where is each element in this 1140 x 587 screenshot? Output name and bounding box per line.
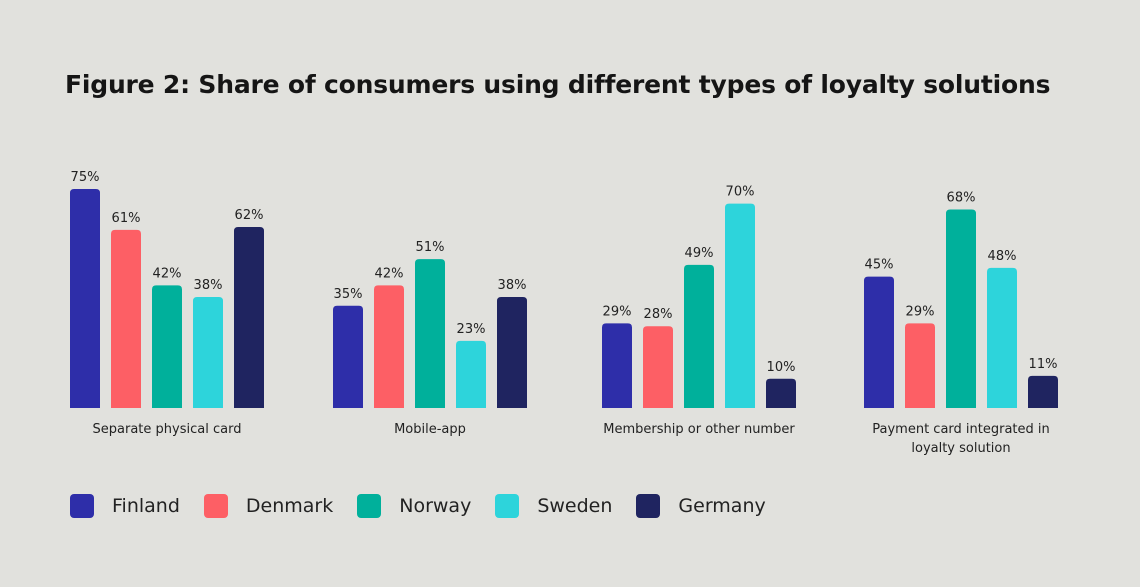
data-label-germany-separate-physical-card: 62% xyxy=(235,208,264,223)
legend-label-norway: Norway xyxy=(399,495,472,517)
data-label-germany-membership-or-other-number: 10% xyxy=(767,360,796,375)
bar-finland-membership-or-other-number xyxy=(602,323,632,408)
data-label-finland-payment-card-integrated-in-loyalty-solution: 45% xyxy=(865,258,894,273)
bar-sweden-membership-or-other-number xyxy=(725,203,755,408)
category-label-separate-physical-card: Separate physical card xyxy=(93,422,242,437)
legend-swatch-denmark xyxy=(203,494,228,518)
bar-norway-separate-physical-card xyxy=(152,285,182,408)
data-label-finland-separate-physical-card: 75% xyxy=(71,170,100,185)
bar-sweden-mobile-app xyxy=(456,340,486,408)
legend-label-sweden: Sweden xyxy=(537,495,613,517)
bar-denmark-separate-physical-card xyxy=(111,229,141,408)
data-label-sweden-mobile-app: 23% xyxy=(457,322,486,337)
bar-group-membership-or-other-number xyxy=(602,203,796,408)
bar-group-payment-card-integrated-in-loyalty-solution xyxy=(864,209,1058,408)
chart-title: Figure 2: Share of consumers using diffe… xyxy=(65,70,1051,99)
bar-group-separate-physical-card xyxy=(70,189,264,408)
data-label-finland-membership-or-other-number: 29% xyxy=(603,304,632,319)
bar-finland-mobile-app xyxy=(333,305,363,408)
legend-swatch-sweden xyxy=(495,494,520,518)
data-label-norway-payment-card-integrated-in-loyalty-solution: 68% xyxy=(947,190,976,205)
data-label-sweden-separate-physical-card: 38% xyxy=(194,278,223,293)
category-label-payment-card-integrated-in-loyalty-solution: Payment card integrated in xyxy=(872,422,1050,437)
bar-sweden-separate-physical-card xyxy=(193,297,223,408)
bar-norway-membership-or-other-number xyxy=(684,264,714,408)
legend-swatch-germany xyxy=(636,494,661,518)
bar-germany-membership-or-other-number xyxy=(766,378,796,408)
legend-item-finland: Finland xyxy=(70,494,180,518)
data-label-germany-mobile-app: 38% xyxy=(498,278,527,293)
bar-group-mobile-app xyxy=(333,259,527,408)
data-label-sweden-payment-card-integrated-in-loyalty-solution: 48% xyxy=(988,249,1017,264)
category-label-payment-card-integrated-in-loyalty-solution-line2: loyalty solution xyxy=(911,441,1010,456)
data-label-norway-mobile-app: 51% xyxy=(416,240,445,255)
bar-denmark-payment-card-integrated-in-loyalty-solution xyxy=(905,323,935,408)
legend-label-finland: Finland xyxy=(112,495,180,517)
legend-label-germany: Germany xyxy=(678,495,766,517)
legend-item-germany: Germany xyxy=(636,494,766,518)
category-label-membership-or-other-number: Membership or other number xyxy=(603,422,795,437)
bar-chart: 75% 61% 42% 38% 62% Separate physical card 35%… xyxy=(70,170,1058,456)
legend-label-denmark: Denmark xyxy=(245,495,334,517)
bar-finland-payment-card-integrated-in-loyalty-solution xyxy=(864,276,894,408)
data-label-germany-payment-card-integrated-in-loyalty-solution: 11% xyxy=(1029,357,1058,372)
data-label-norway-separate-physical-card: 42% xyxy=(153,266,182,281)
bar-sweden-payment-card-integrated-in-loyalty-solution xyxy=(987,267,1017,408)
data-label-norway-membership-or-other-number: 49% xyxy=(685,246,714,261)
legend-swatch-finland xyxy=(70,494,94,518)
data-label-sweden-membership-or-other-number: 70% xyxy=(726,185,755,200)
data-label-denmark-membership-or-other-number: 28% xyxy=(644,307,673,322)
legend-item-denmark: Denmark xyxy=(203,494,334,518)
data-label-denmark-payment-card-integrated-in-loyalty-solution: 29% xyxy=(906,304,935,319)
chart-legend: Finland Denmark Norway Sweden Germany xyxy=(70,494,790,518)
data-label-finland-mobile-app: 35% xyxy=(334,287,363,302)
legend-item-norway: Norway xyxy=(357,494,471,518)
bar-germany-separate-physical-card xyxy=(234,226,264,408)
bar-finland-separate-physical-card xyxy=(70,189,100,408)
bar-denmark-membership-or-other-number xyxy=(643,326,673,408)
bar-norway-mobile-app xyxy=(415,259,445,408)
bar-germany-payment-card-integrated-in-loyalty-solution xyxy=(1028,375,1058,408)
bar-norway-payment-card-integrated-in-loyalty-solution xyxy=(946,209,976,408)
bar-denmark-mobile-app xyxy=(374,285,404,408)
legend-swatch-norway xyxy=(357,494,382,518)
legend-item-sweden: Sweden xyxy=(495,494,612,518)
bar-germany-mobile-app xyxy=(497,297,527,408)
data-label-denmark-separate-physical-card: 61% xyxy=(112,211,141,226)
category-label-mobile-app: Mobile-app xyxy=(394,422,466,437)
data-label-denmark-mobile-app: 42% xyxy=(375,266,404,281)
